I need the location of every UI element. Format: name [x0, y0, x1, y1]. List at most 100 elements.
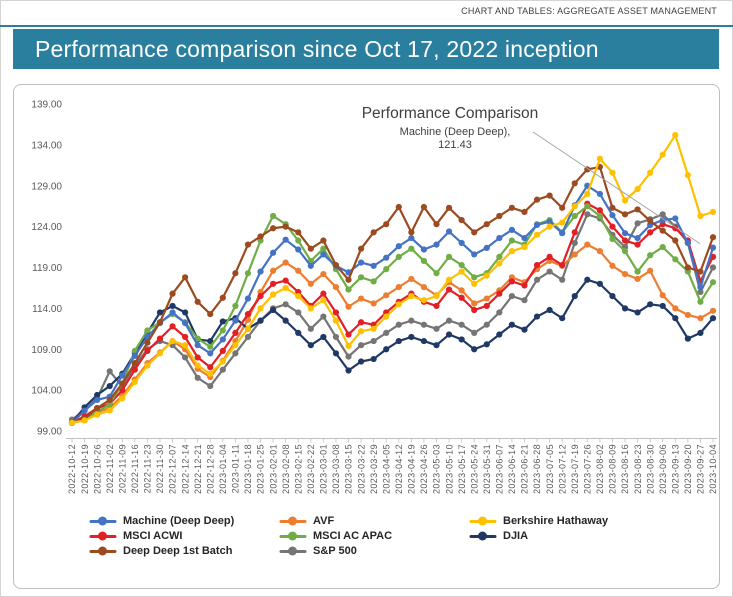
- data-point-msci-ac-apac: [621, 248, 629, 255]
- data-point-berkshire-hathaway: [546, 223, 553, 230]
- data-point-machine-deep-deep: [370, 262, 377, 269]
- x-axis-tick-label: 2023-05-31: [482, 444, 492, 494]
- x-axis-tick-label: 2023-02-15: [293, 444, 303, 494]
- chart-legend: Machine (Deep Deep) AVF Berkshire Hathaway…: [89, 515, 644, 557]
- data-point-djia: [471, 346, 478, 353]
- legend-marker-icon: [89, 531, 116, 541]
- data-point-deep-deep-1st-batch: [131, 360, 138, 367]
- data-point-msci-ac-apac: [408, 245, 415, 252]
- data-point-sp-500: [496, 309, 503, 316]
- data-point-machine-deep-deep: [684, 239, 691, 247]
- data-point-djia: [357, 358, 365, 365]
- data-point-berkshire-hathaway: [672, 131, 679, 139]
- data-point-berkshire-hathaway: [609, 169, 616, 176]
- data-point-deep-deep-1st-batch: [257, 233, 264, 240]
- data-point-djia: [169, 302, 176, 310]
- data-point-sp-500: [471, 329, 478, 336]
- data-point-avf: [307, 280, 314, 287]
- data-point-avf: [332, 284, 340, 291]
- data-point-sp-500: [232, 350, 239, 357]
- data-point-msci-ac-apac: [395, 253, 402, 260]
- chart-title: Performance Comparison: [362, 105, 539, 122]
- data-point-machine-deep-deep: [119, 372, 126, 379]
- data-point-msci-ac-apac: [672, 256, 679, 263]
- x-axis-tick-label: 2022-12-28: [205, 444, 215, 494]
- data-point-deep-deep-1st-batch: [420, 203, 428, 211]
- data-point-sp-500: [433, 325, 440, 332]
- data-point-deep-deep-1st-batch: [483, 221, 490, 228]
- data-point-deep-deep-1st-batch: [219, 294, 226, 301]
- data-point-sp-500: [357, 342, 365, 349]
- data-point-berkshire-hathaway: [182, 342, 189, 349]
- data-point-machine-deep-deep: [471, 251, 478, 258]
- data-point-msci-ac-apac: [420, 257, 428, 265]
- data-point-machine-deep-deep: [269, 249, 277, 256]
- performance-comparison-chart: 139.00 134.00 129.00 124.00 119.00 114.00 109.…: [31, 100, 718, 495]
- data-point-berkshire-hathaway: [131, 378, 138, 386]
- data-point-berkshire-hathaway: [433, 293, 440, 300]
- data-point-berkshire-hathaway: [156, 350, 164, 357]
- x-axis-tick-label: 2022-11-02: [105, 444, 115, 493]
- data-point-msci-acwi: [257, 293, 264, 300]
- legend-label: MSCI ACWI: [123, 530, 183, 542]
- data-point-berkshire-hathaway: [207, 370, 214, 377]
- data-point-berkshire-hathaway: [370, 325, 377, 332]
- header-note: CHART AND TABLES: AGGREGATE ASSET MANAGE…: [461, 6, 717, 16]
- data-point-deep-deep-1st-batch: [609, 204, 616, 211]
- data-point-msci-acwi: [647, 229, 654, 236]
- data-point-berkshire-hathaway: [584, 190, 591, 198]
- data-point-msci-ac-apac: [357, 274, 365, 281]
- data-point-avf: [609, 262, 616, 269]
- data-point-msci-ac-apac: [571, 212, 578, 220]
- data-point-deep-deep-1st-batch: [320, 237, 327, 244]
- legend-item-avf: AVF: [279, 515, 334, 527]
- data-point-sp-500: [244, 333, 252, 341]
- data-point-sp-500: [207, 382, 214, 390]
- legend-dot-icon: [478, 531, 487, 541]
- data-point-deep-deep-1st-batch: [156, 319, 164, 326]
- data-point-berkshire-hathaway: [332, 317, 340, 324]
- x-axis-tick-label: 2023-01-25: [256, 444, 266, 494]
- data-point-avf: [383, 292, 390, 299]
- data-point-berkshire-hathaway: [320, 297, 327, 304]
- data-point-machine-deep-deep: [320, 251, 327, 258]
- data-point-deep-deep-1st-batch: [182, 274, 189, 281]
- x-axis-tick-label: 2023-03-08: [331, 444, 341, 494]
- data-point-berkshire-hathaway: [232, 342, 239, 349]
- x-axis-tick-label: 2023-02-22: [306, 444, 316, 494]
- x-axis-tick-label: 2023-03-29: [369, 444, 379, 494]
- data-point-djia: [533, 313, 541, 320]
- data-point-deep-deep-1st-batch: [395, 203, 402, 211]
- data-point-djia: [182, 309, 189, 316]
- data-point-msci-ac-apac: [659, 243, 666, 251]
- header-accent-rule: [0, 25, 733, 27]
- x-axis-tick-label: 2023-02-08: [281, 444, 291, 494]
- y-axis-tick-label: 99.00: [37, 427, 62, 438]
- data-point-avf: [634, 275, 641, 283]
- x-axis-tick-label: 2022-10-26: [92, 444, 102, 494]
- data-point-machine-deep-deep: [219, 336, 226, 343]
- data-point-sp-500: [370, 337, 377, 345]
- data-point-machine-deep-deep: [257, 268, 264, 275]
- data-point-sp-500: [408, 317, 415, 324]
- data-point-berkshire-hathaway: [647, 169, 654, 176]
- data-point-avf: [269, 267, 277, 274]
- data-point-berkshire-hathaway: [169, 337, 176, 345]
- x-axis-tick-label: 2023-07-26: [583, 444, 593, 494]
- data-point-deep-deep-1st-batch: [471, 229, 478, 236]
- data-point-msci-acwi: [219, 347, 226, 354]
- data-point-sp-500: [483, 321, 490, 328]
- data-point-deep-deep-1st-batch: [533, 196, 541, 203]
- data-point-sp-500: [584, 211, 591, 218]
- data-point-msci-acwi: [131, 366, 138, 373]
- data-point-berkshire-hathaway: [144, 362, 151, 369]
- data-point-msci-ac-apac: [269, 212, 277, 220]
- data-point-djia: [672, 315, 679, 322]
- data-point-berkshire-hathaway: [307, 305, 314, 312]
- data-point-deep-deep-1st-batch: [345, 276, 352, 283]
- data-point-sp-500: [395, 321, 402, 328]
- data-point-sp-500: [521, 297, 528, 304]
- data-point-avf: [408, 275, 415, 283]
- data-point-berkshire-hathaway: [81, 417, 88, 424]
- data-point-machine-deep-deep: [194, 342, 201, 349]
